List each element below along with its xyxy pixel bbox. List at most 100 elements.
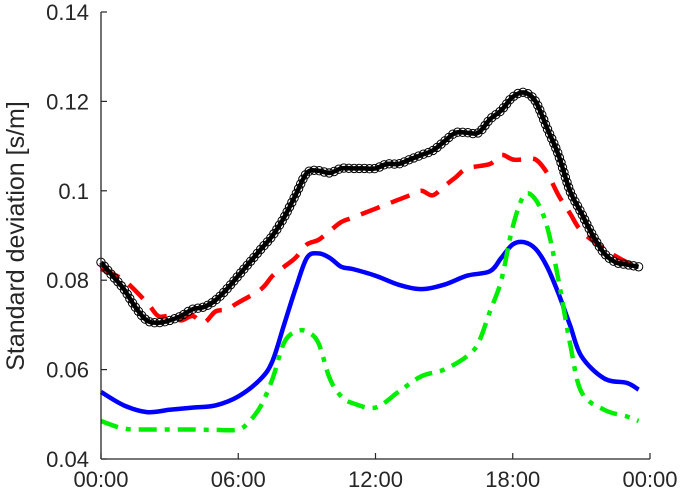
series-marker: [354, 163, 364, 174]
series-marker: [613, 258, 623, 268]
x-tick-label: 00:00: [622, 467, 677, 492]
y-tick-label: 0.1: [58, 179, 89, 204]
series-marker: [628, 261, 639, 271]
series-marker: [394, 159, 405, 169]
series-marker: [575, 205, 585, 216]
series-marker: [533, 100, 543, 111]
series-marker: [409, 153, 419, 163]
series-marker: [289, 193, 299, 203]
series-marker: [198, 302, 208, 312]
series-marker: [282, 207, 292, 217]
series-marker: [549, 138, 559, 149]
series-marker: [280, 211, 290, 221]
series-marker: [165, 315, 175, 326]
series-marker: [296, 179, 306, 189]
series-marker: [149, 318, 160, 328]
series-marker: [160, 317, 170, 327]
series-marker: [384, 159, 394, 169]
series-marker: [364, 164, 375, 174]
series-marker: [293, 183, 304, 194]
series-marker: [551, 143, 561, 153]
series-marker: [448, 129, 458, 139]
series-marker: [530, 96, 540, 106]
series-marker: [188, 304, 198, 314]
y-tick-label: 0.04: [46, 447, 89, 472]
series-marker: [608, 256, 619, 266]
series-marker: [468, 128, 478, 139]
y-tick-label: 0.06: [46, 358, 89, 383]
series-marker: [339, 163, 349, 173]
y-axis-title: Standard deviation [s/m]: [2, 101, 30, 371]
series-marker: [544, 129, 555, 139]
series-marker: [413, 151, 424, 161]
series-layer: [96, 87, 644, 433]
series-marker: [452, 127, 463, 137]
series-marker: [379, 160, 389, 170]
series-marker: [563, 182, 574, 192]
series-line-2: [99, 239, 640, 415]
series-marker: [557, 162, 568, 173]
series-marker: [633, 262, 644, 272]
series-marker: [567, 192, 578, 202]
series-marker: [418, 149, 429, 159]
series-marker: [319, 167, 329, 177]
y-tick-label: 0.12: [46, 89, 89, 114]
series-marker: [174, 312, 185, 322]
series-marker: [553, 148, 563, 158]
series-marker: [579, 214, 590, 225]
series-marker: [314, 166, 324, 176]
series-marker: [287, 197, 297, 208]
series-marker: [572, 201, 583, 211]
series-marker: [349, 163, 359, 174]
series-line-3: [100, 191, 640, 433]
series-marker: [369, 163, 380, 174]
series-marker: [169, 314, 180, 324]
series-marker: [329, 166, 339, 177]
series-marker: [559, 167, 569, 178]
series-marker: [389, 159, 400, 169]
x-tick-label: 12:00: [348, 467, 403, 492]
x-tick-label: 18:00: [485, 467, 540, 492]
series-marker: [570, 196, 580, 207]
series-marker: [618, 259, 629, 269]
series-marker: [565, 187, 576, 197]
series-marker: [374, 162, 385, 172]
series-marker: [404, 155, 414, 165]
series-marker: [586, 228, 597, 239]
series-marker: [539, 114, 549, 125]
series-marker: [183, 306, 193, 317]
series-marker: [144, 317, 155, 327]
series-marker: [399, 157, 409, 167]
series-line-1: [99, 152, 640, 325]
series-marker: [537, 110, 547, 120]
series-marker: [334, 164, 344, 174]
x-tick-label: 06:00: [211, 467, 266, 492]
series-line-0: [99, 90, 640, 325]
series-marker: [291, 188, 302, 199]
series-marker: [577, 210, 587, 220]
series-marker: [582, 219, 592, 229]
y-tick-label: 0.14: [46, 0, 89, 25]
series-marker: [304, 166, 314, 176]
y-tick-label: 0.08: [46, 268, 89, 293]
series-marker: [554, 153, 565, 163]
series-marker: [560, 172, 571, 183]
series-marker: [423, 147, 433, 158]
series-marker: [300, 170, 311, 180]
series-marker: [513, 88, 523, 99]
series-marker: [518, 87, 528, 98]
series-marker: [277, 216, 287, 226]
series-marker: [155, 317, 165, 328]
series-marker: [535, 105, 545, 115]
x-tick-label: 00:00: [73, 467, 128, 492]
series-marker: [344, 163, 354, 174]
series-marker: [309, 165, 319, 176]
ticks-layer: 00:00 06:00 12:00 18:00 00:000.040.060.080.1…: [46, 0, 677, 492]
series-marker: [193, 303, 203, 313]
series-marker: [547, 133, 557, 144]
series-marker: [284, 202, 295, 212]
series-marker: [540, 119, 551, 130]
series-marker: [463, 128, 473, 138]
